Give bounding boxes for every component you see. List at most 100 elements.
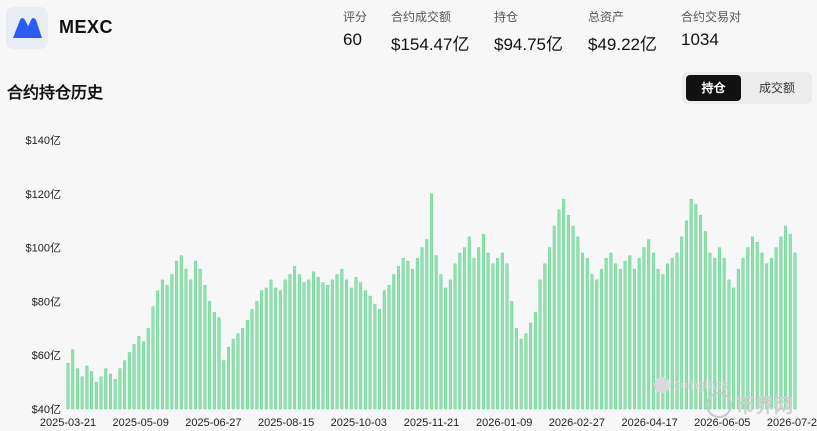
oi-bar[interactable] <box>151 306 155 410</box>
oi-bar[interactable] <box>401 258 405 410</box>
oi-bar[interactable] <box>66 363 70 410</box>
oi-bar[interactable] <box>637 258 641 410</box>
oi-bar[interactable] <box>142 341 146 410</box>
oi-bar[interactable] <box>382 290 386 410</box>
oi-bar[interactable] <box>765 263 769 410</box>
oi-bar[interactable] <box>524 333 528 410</box>
oi-bar[interactable] <box>784 225 788 410</box>
oi-bar[interactable] <box>458 252 462 410</box>
oi-bar[interactable] <box>406 260 410 410</box>
oi-bar[interactable] <box>170 274 174 410</box>
oi-bar[interactable] <box>708 252 712 410</box>
oi-bar[interactable] <box>368 295 372 410</box>
oi-bar[interactable] <box>321 282 325 410</box>
oi-bar[interactable] <box>255 301 259 410</box>
oi-bar[interactable] <box>222 360 226 410</box>
oi-bar[interactable] <box>90 371 94 410</box>
oi-bar[interactable] <box>127 352 131 410</box>
oi-bar[interactable] <box>354 276 358 410</box>
oi-bar[interactable] <box>453 263 457 410</box>
tab-volume[interactable]: 成交额 <box>758 81 795 95</box>
oi-bar[interactable] <box>189 279 193 410</box>
oi-bar[interactable] <box>642 247 646 410</box>
oi-bar[interactable] <box>307 279 311 410</box>
oi-bar[interactable] <box>411 268 415 410</box>
oi-bar[interactable] <box>661 274 665 410</box>
oi-bar[interactable] <box>675 252 679 410</box>
oi-bar[interactable] <box>538 279 542 410</box>
oi-bar[interactable] <box>779 236 783 410</box>
oi-bar[interactable] <box>769 258 773 410</box>
oi-bar[interactable] <box>557 209 561 410</box>
oi-bar[interactable] <box>717 247 721 410</box>
oi-bar[interactable] <box>250 309 254 410</box>
oi-bar[interactable] <box>656 268 660 410</box>
oi-bar[interactable] <box>519 338 523 410</box>
oi-bar[interactable] <box>269 279 273 410</box>
oi-bar[interactable] <box>548 247 552 410</box>
oi-bar[interactable] <box>496 258 500 410</box>
oi-bar[interactable] <box>444 287 448 410</box>
oi-bar[interactable] <box>680 236 684 410</box>
oi-bar[interactable] <box>274 287 278 410</box>
oi-bar[interactable] <box>208 301 212 410</box>
oi-bar[interactable] <box>751 236 754 410</box>
oi-bar[interactable] <box>713 258 717 410</box>
oi-bar[interactable] <box>330 279 334 410</box>
oi-bar[interactable] <box>293 266 297 410</box>
oi-bar[interactable] <box>755 242 759 410</box>
oi-bar[interactable] <box>604 258 608 410</box>
oi-bar[interactable] <box>212 311 216 410</box>
oi-bar[interactable] <box>562 198 566 410</box>
oi-bar[interactable] <box>94 381 98 410</box>
oi-bar[interactable] <box>694 204 698 410</box>
oi-bar[interactable] <box>297 274 301 410</box>
oi-bar[interactable] <box>415 258 419 410</box>
oi-bar[interactable] <box>316 276 320 410</box>
oi-bar[interactable] <box>793 252 797 410</box>
oi-bar[interactable] <box>236 333 240 410</box>
oi-bar[interactable] <box>363 290 367 410</box>
oi-bar[interactable] <box>326 285 330 410</box>
oi-bar[interactable] <box>552 225 556 410</box>
oi-bar[interactable] <box>260 290 264 410</box>
oi-bar[interactable] <box>614 263 618 410</box>
oi-bar[interactable] <box>217 317 221 410</box>
oi-bar[interactable] <box>732 287 736 410</box>
oi-bar[interactable] <box>175 260 179 410</box>
oi-bar[interactable] <box>448 279 452 410</box>
oi-bar[interactable] <box>231 338 235 410</box>
oi-bar[interactable] <box>132 344 136 410</box>
oi-bar[interactable] <box>349 287 353 410</box>
oi-bar[interactable] <box>184 268 188 410</box>
oi-bar[interactable] <box>481 233 485 410</box>
oi-bar[interactable] <box>633 268 636 410</box>
oi-bar[interactable] <box>543 263 547 410</box>
oi-bar[interactable] <box>335 274 339 410</box>
oi-bar[interactable] <box>595 279 599 410</box>
oi-bar[interactable] <box>264 287 268 410</box>
oi-bar[interactable] <box>104 368 108 410</box>
oi-bar[interactable] <box>85 365 89 410</box>
oi-bar[interactable] <box>278 290 282 410</box>
oi-bar[interactable] <box>581 252 585 410</box>
oi-bar[interactable] <box>529 322 533 410</box>
oi-bar[interactable] <box>113 379 117 410</box>
oi-bar[interactable] <box>599 268 603 410</box>
oi-bar[interactable] <box>156 290 160 410</box>
oi-bar[interactable] <box>788 233 792 410</box>
oi-bar[interactable] <box>425 239 429 410</box>
oi-bar[interactable] <box>684 220 688 410</box>
oi-bar[interactable] <box>302 282 306 410</box>
oi-bar[interactable] <box>99 376 103 410</box>
oi-bar[interactable] <box>420 247 424 410</box>
oi-bar[interactable] <box>108 373 112 410</box>
oi-bar[interactable] <box>203 285 207 410</box>
oi-bar[interactable] <box>146 328 150 410</box>
oi-bar[interactable] <box>609 252 613 410</box>
oi-bar[interactable] <box>359 282 363 410</box>
oi-bar[interactable] <box>472 258 476 410</box>
oi-bar[interactable] <box>510 301 514 410</box>
oi-bar[interactable] <box>137 336 141 410</box>
oi-bar[interactable] <box>387 285 391 410</box>
